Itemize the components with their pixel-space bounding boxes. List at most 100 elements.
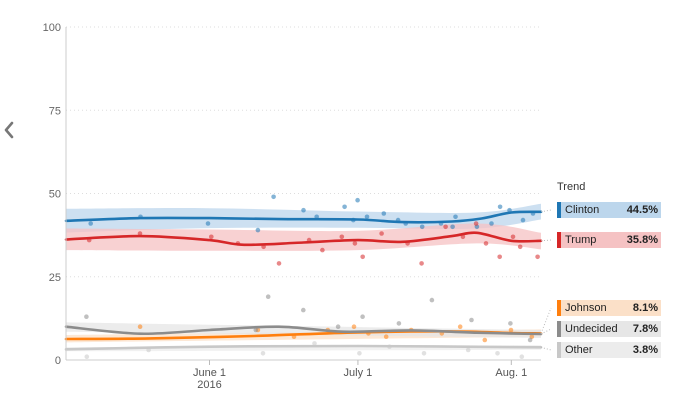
legend-item-johnson[interactable]: Johnson 8.1% <box>557 300 661 316</box>
legend-label: Johnson <box>565 302 607 314</box>
trump-poll-point <box>443 224 448 230</box>
legend-swatch <box>557 321 561 337</box>
clinton-poll-point <box>271 194 276 200</box>
undecided-poll-point <box>335 324 341 330</box>
trump-poll-point <box>339 234 345 240</box>
poll-points <box>84 194 540 360</box>
undecided-poll-point <box>396 321 402 326</box>
johnson-poll-point <box>457 324 463 330</box>
undecided-poll-point <box>527 337 533 343</box>
legend-value: 44.5% <box>626 204 658 216</box>
clinton-poll-point <box>453 214 458 220</box>
trump-poll-point <box>209 234 214 240</box>
other-poll-point <box>312 341 317 346</box>
trump-poll-point <box>483 241 489 246</box>
undecided-poll-point <box>265 294 271 300</box>
x-tick-sublabel: 2016 <box>197 379 221 391</box>
clinton-poll-point <box>205 221 211 226</box>
legend-label: Undecided <box>565 323 618 335</box>
clinton-poll-point <box>88 221 93 226</box>
legend-title: Trend <box>557 181 586 193</box>
clinton-poll-point <box>342 204 347 210</box>
trump-poll-point <box>510 234 516 240</box>
y-tick-label: 25 <box>49 272 61 284</box>
undecided-poll-point <box>429 297 435 303</box>
undecided-trend-line <box>64 325 543 336</box>
legend-item-trump[interactable]: Trump 35.8% <box>557 232 661 248</box>
clinton-poll-point <box>301 207 306 213</box>
trump-poll-point <box>535 254 540 260</box>
clinton-poll-point <box>255 227 261 233</box>
undecided-legend-leader <box>540 328 552 335</box>
johnson-poll-point <box>351 324 357 330</box>
other-poll-point <box>495 351 500 356</box>
trump-poll-point <box>137 231 143 236</box>
clinton-legend-leader <box>540 209 552 213</box>
johnson-poll-point <box>508 327 514 333</box>
trump-poll-point <box>419 261 424 266</box>
other-poll-point <box>465 347 471 353</box>
undecided-poll-point <box>253 327 259 333</box>
undecided-poll-point <box>360 314 365 320</box>
legend-item-undecided[interactable]: Undecided 7.8% <box>557 321 661 337</box>
legend-swatch <box>557 342 561 358</box>
other-poll-point <box>357 351 362 356</box>
legend-value: 8.1% <box>632 302 658 314</box>
undecided-poll-point <box>469 317 474 323</box>
clinton-poll-point <box>520 217 526 223</box>
other-poll-point <box>84 354 90 360</box>
clinton-poll-point <box>489 221 494 226</box>
legend-swatch <box>557 232 561 248</box>
trump-poll-point <box>517 244 523 250</box>
legend-label: Other <box>565 344 593 356</box>
trump-confidence-band <box>66 223 541 251</box>
y-tick-label: 0 <box>55 355 61 367</box>
trump-poll-point <box>352 241 358 246</box>
x-tick-label: July 1 <box>344 367 373 379</box>
trump-trend-line <box>64 231 543 247</box>
other-poll-point <box>519 354 525 360</box>
trump-poll-point <box>360 254 366 260</box>
trump-poll-point <box>379 231 384 236</box>
legend-item-clinton[interactable]: Clinton 44.5% <box>557 202 661 218</box>
undecided-poll-point <box>301 307 306 313</box>
undecided-poll-point <box>508 321 513 326</box>
y-tick-label: 100 <box>43 22 61 34</box>
legend-value: 35.8% <box>626 234 658 246</box>
back-chevron-icon[interactable] <box>0 116 18 144</box>
johnson-poll-point <box>137 324 143 330</box>
clinton-poll-point <box>364 214 370 220</box>
johnson-poll-point <box>383 334 389 340</box>
legend-value: 7.8% <box>632 323 658 335</box>
legend-swatch <box>557 300 561 316</box>
trump-poll-point <box>497 254 503 260</box>
other-legend-leader <box>540 346 552 351</box>
clinton-poll-point <box>497 204 503 210</box>
legend-value: 3.8% <box>632 344 658 356</box>
undecided-confidence-band <box>66 322 541 338</box>
other-trend-line <box>64 344 543 351</box>
legend-label: Clinton <box>565 204 600 216</box>
clinton-trend-line <box>64 210 543 224</box>
legend-leaders <box>540 209 552 351</box>
clinton-poll-point <box>355 197 360 203</box>
clinton-poll-point <box>381 211 387 216</box>
undecided-poll-point <box>84 314 89 320</box>
legend-item-other[interactable]: Other 3.8% <box>557 342 661 358</box>
legend-label: Trump <box>565 234 597 246</box>
x-tick-label: June 1 <box>193 367 226 379</box>
trend-lines <box>64 210 543 351</box>
other-poll-point <box>421 351 427 356</box>
y-tick-label: 75 <box>49 105 61 117</box>
clinton-poll-point <box>419 224 425 230</box>
johnson-poll-point <box>482 337 488 343</box>
trump-legend-leader <box>540 239 552 242</box>
trump-poll-point <box>320 247 325 253</box>
x-tick-label: Aug. 1 <box>495 367 527 379</box>
trump-poll-point <box>276 261 282 266</box>
legend-swatch <box>557 202 561 218</box>
clinton-poll-point <box>450 224 455 230</box>
other-poll-point <box>260 351 266 356</box>
